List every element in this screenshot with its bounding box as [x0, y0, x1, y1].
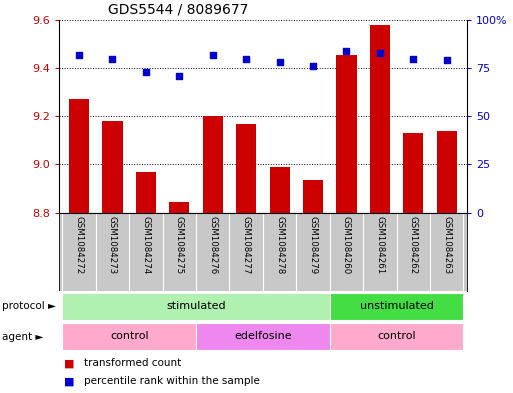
- Bar: [196, 323, 330, 350]
- Bar: [203, 116, 223, 213]
- Text: GSM1084272: GSM1084272: [74, 216, 84, 274]
- Bar: [437, 131, 457, 213]
- Text: GSM1084273: GSM1084273: [108, 216, 117, 274]
- Bar: [69, 99, 89, 213]
- Point: [242, 55, 250, 62]
- Text: ■: ■: [64, 376, 74, 386]
- Bar: [136, 172, 156, 213]
- Point: [275, 59, 284, 66]
- Text: GSM1084261: GSM1084261: [376, 216, 384, 274]
- Point: [175, 73, 184, 79]
- Text: GSM1084279: GSM1084279: [308, 216, 318, 274]
- Bar: [63, 293, 330, 320]
- Text: percentile rank within the sample: percentile rank within the sample: [84, 376, 260, 386]
- Point: [75, 51, 83, 58]
- Text: transformed count: transformed count: [84, 358, 181, 368]
- Text: edelfosine: edelfosine: [234, 331, 292, 341]
- Bar: [236, 123, 256, 213]
- Bar: [169, 202, 189, 213]
- Point: [376, 50, 384, 56]
- Text: GDS5544 / 8089677: GDS5544 / 8089677: [108, 2, 248, 16]
- Point: [342, 48, 350, 54]
- Bar: [330, 323, 463, 350]
- Text: control: control: [110, 331, 148, 341]
- Point: [409, 55, 418, 62]
- Text: control: control: [378, 331, 416, 341]
- Point: [209, 51, 217, 58]
- Point: [142, 69, 150, 75]
- Text: unstimulated: unstimulated: [360, 301, 433, 311]
- Text: stimulated: stimulated: [166, 301, 226, 311]
- Bar: [330, 293, 463, 320]
- Point: [443, 57, 451, 64]
- Bar: [337, 55, 357, 213]
- Text: GSM1084275: GSM1084275: [175, 216, 184, 274]
- Point: [108, 55, 116, 62]
- Text: GSM1084274: GSM1084274: [142, 216, 150, 274]
- Text: protocol ►: protocol ►: [2, 301, 56, 311]
- Text: GSM1084260: GSM1084260: [342, 216, 351, 274]
- Text: GSM1084262: GSM1084262: [409, 216, 418, 274]
- Point: [309, 63, 317, 70]
- Bar: [270, 167, 290, 213]
- Bar: [370, 25, 390, 213]
- Bar: [63, 323, 196, 350]
- Text: GSM1084276: GSM1084276: [208, 216, 218, 274]
- Text: GSM1084278: GSM1084278: [275, 216, 284, 274]
- Text: GSM1084263: GSM1084263: [442, 216, 451, 274]
- Text: agent ►: agent ►: [2, 332, 44, 342]
- Text: ■: ■: [64, 358, 74, 368]
- Bar: [103, 121, 123, 213]
- Bar: [303, 180, 323, 213]
- Bar: [403, 133, 423, 213]
- Text: GSM1084277: GSM1084277: [242, 216, 251, 274]
